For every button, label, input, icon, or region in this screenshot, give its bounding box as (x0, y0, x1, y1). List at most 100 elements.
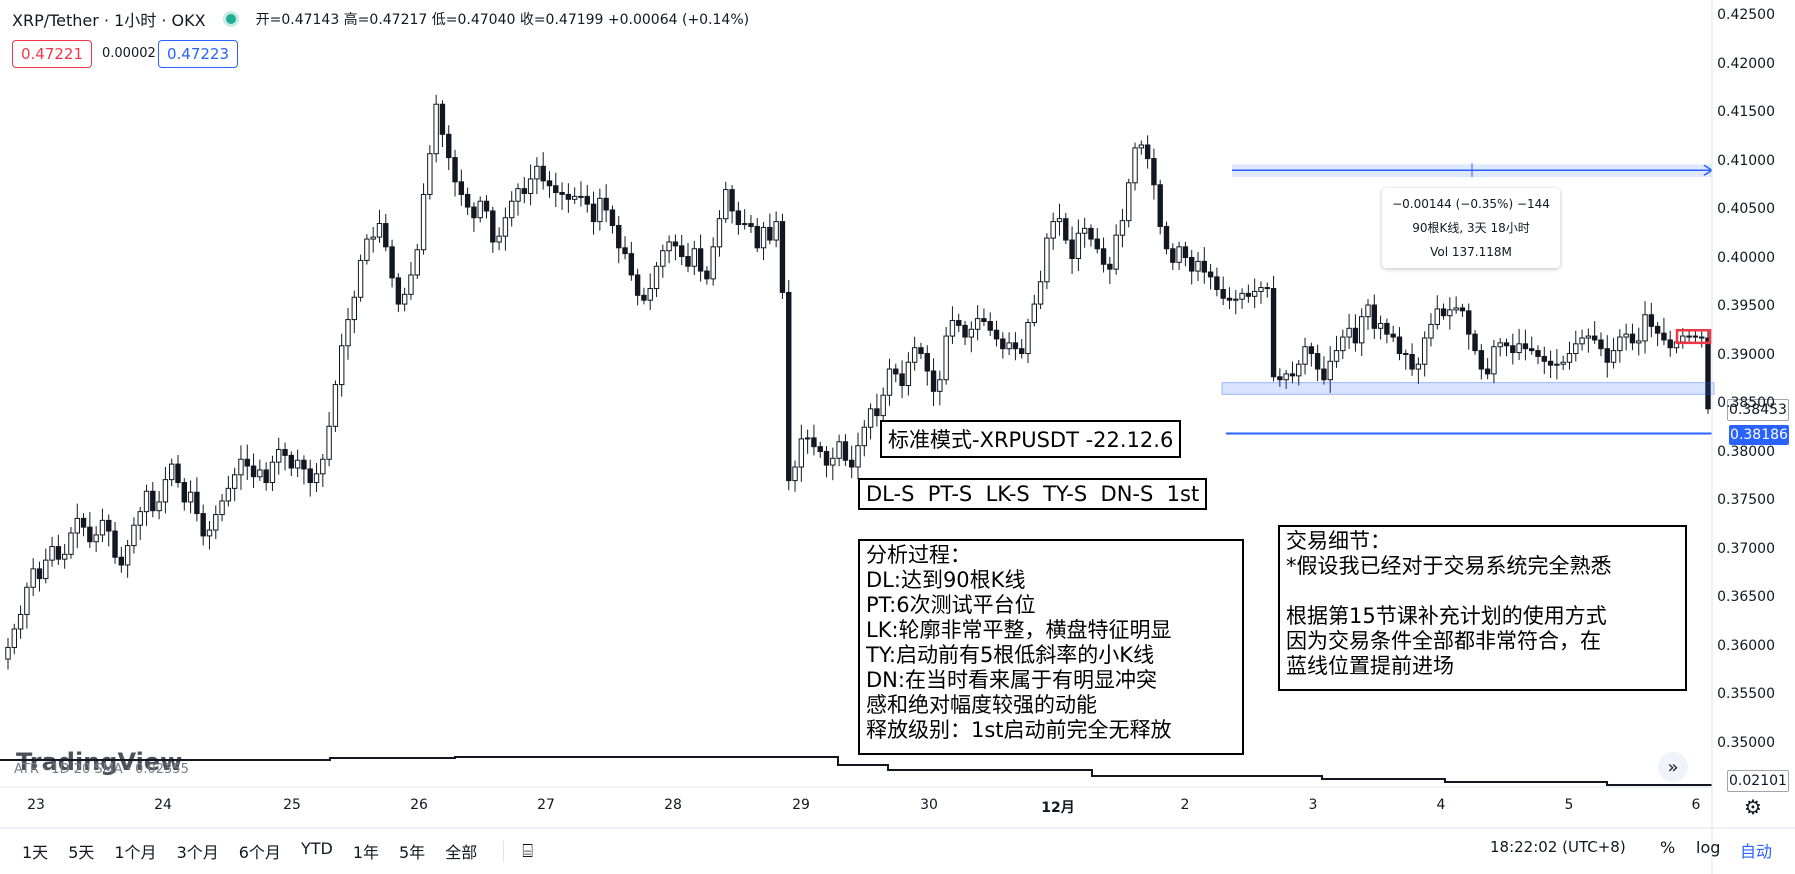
candle-body (924, 353, 930, 372)
candle-body (1277, 376, 1283, 381)
candle-body (1144, 144, 1151, 160)
candle-body (1510, 345, 1516, 354)
candle-body (1497, 342, 1503, 348)
symbol-title[interactable]: XRP/Tether · 1小时 · OKX (12, 11, 206, 30)
candle-body (1063, 218, 1069, 241)
candle-body (137, 511, 143, 526)
candle-body (987, 321, 993, 331)
candle-body (345, 319, 351, 347)
percent-scale-button[interactable]: % (1660, 838, 1676, 857)
price-axis-tick: 0.40000 (1717, 249, 1775, 266)
auto-scale-button[interactable]: 自动 (1740, 842, 1773, 861)
candle-body (143, 490, 150, 513)
candle-body (628, 253, 635, 276)
candle-body (1308, 346, 1315, 355)
calendar-goto-icon[interactable]: ⌸ (503, 840, 533, 862)
candle-body (792, 466, 798, 482)
candle-body (716, 218, 723, 248)
annotation-analysis[interactable]: 分析过程： DL:达到90根K线 PT:6次测试平台位 LK:轮廓非常平整，横盘… (858, 539, 1244, 755)
candle-body (1044, 237, 1050, 283)
candle-body (313, 473, 320, 484)
candle-body (1579, 337, 1585, 345)
range-button[interactable]: 1个月 (114, 843, 157, 862)
annotation-trade-details[interactable]: 交易细节： *假设我已经对于交易系统完全熟悉 根据第15节课补充计划的使用方式 … (1278, 525, 1687, 691)
candle-body (238, 458, 244, 476)
range-button[interactable]: 1年 (352, 843, 379, 862)
range-button[interactable]: 6个月 (238, 843, 281, 862)
settings-gear-icon[interactable]: ⚙ (1744, 795, 1762, 819)
candle-body (1390, 333, 1396, 338)
candle-body (1289, 373, 1296, 377)
candle-body (307, 468, 313, 484)
candle-body (1163, 225, 1170, 250)
candle-body (874, 408, 880, 417)
candle-body (427, 153, 433, 195)
candle-body (1459, 307, 1466, 312)
candle-body (1176, 246, 1182, 263)
candle-body (653, 265, 660, 290)
candle-body (1384, 322, 1390, 335)
date-range-group: 1天 5天 1个月 3个月 6个月 YTD 1年 5年 全部 (22, 839, 497, 863)
candle-body (1529, 348, 1535, 352)
price-tag-grey: 0.38453 (1727, 399, 1789, 421)
candle-body (842, 441, 849, 461)
candle-body (320, 458, 326, 475)
candle-body (798, 438, 805, 468)
price-axis-tick: 0.41500 (1717, 104, 1775, 120)
candle-body (1654, 325, 1661, 334)
candle-body (1478, 350, 1485, 370)
annotation-title[interactable]: 标准模式-XRPUSDT -22.12.6 (880, 420, 1182, 458)
candle-body (61, 553, 68, 560)
sell-price-button[interactable]: 0.47221 (12, 40, 92, 68)
annotation-codes[interactable]: DL-S PT-S LK-S TY-S DN-S 1st (858, 478, 1208, 510)
candle-body (36, 568, 43, 580)
candle-body (1447, 309, 1453, 317)
candle-body (1119, 220, 1126, 236)
price-axis-tick: 0.42000 (1717, 55, 1775, 72)
range-button[interactable]: 3个月 (176, 843, 219, 862)
candle-body (1610, 350, 1617, 363)
buy-price-button[interactable]: 0.47223 (158, 40, 238, 68)
market-status-icon (225, 14, 236, 24)
time-axis-tick: 12月 (1041, 800, 1075, 816)
candle-body (200, 513, 206, 537)
candle-body (1484, 368, 1491, 375)
candle-body (1069, 239, 1075, 259)
atr-value-tag: 0.02101 (1727, 770, 1789, 792)
candle-body (250, 465, 257, 478)
candle-body (968, 328, 975, 338)
candle-body (1535, 350, 1541, 357)
candle-body (1327, 360, 1333, 381)
candle-body (641, 294, 647, 301)
candle-body (351, 296, 357, 321)
range-button[interactable]: 5天 (68, 843, 95, 862)
time-axis-tick: 27 (537, 797, 555, 813)
scroll-to-realtime-button[interactable]: » (1658, 752, 1688, 782)
log-scale-button[interactable]: log (1696, 838, 1721, 857)
candle-body (811, 437, 817, 448)
ohlc-values: 开=0.47143 高=0.47217 低=0.47040 收=0.47199 … (255, 12, 750, 28)
range-button[interactable]: 1天 (22, 843, 49, 862)
candle-body (68, 532, 74, 555)
candle-body (1522, 343, 1529, 350)
candle-body (1516, 343, 1522, 354)
candle-body (962, 324, 968, 338)
time-axis-tick: 6 (1691, 797, 1701, 813)
candle-body (1440, 308, 1447, 317)
price-axis-tick: 0.38000 (1717, 443, 1775, 460)
candle-body (1270, 288, 1277, 378)
candle-body (1245, 292, 1252, 297)
candle-body (685, 256, 691, 267)
time-axis-tick: 30 (920, 797, 938, 813)
time-axis-tick: 4 (1436, 797, 1446, 813)
candle-body (1220, 289, 1226, 299)
candle-body (288, 454, 295, 469)
range-button[interactable]: YTD (300, 839, 333, 858)
candle-body (509, 200, 515, 219)
range-button[interactable]: 全部 (445, 843, 478, 862)
range-button[interactable]: 5年 (399, 843, 426, 862)
candle-body (634, 274, 641, 296)
candle-body (817, 446, 823, 452)
candle-body (244, 458, 250, 467)
